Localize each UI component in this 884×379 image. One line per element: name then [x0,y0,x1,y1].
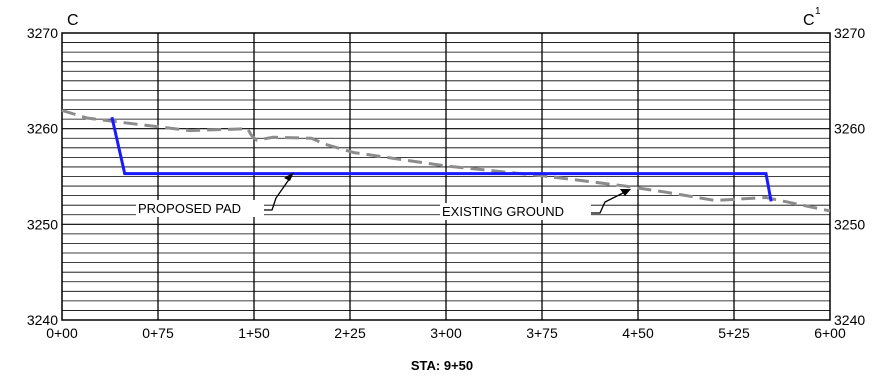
x-tick-label: 0+00 [46,325,78,341]
x-tick-label: 5+25 [718,325,750,341]
grid [61,32,831,321]
proposed-pad-label: PROPOSED PAD [138,201,241,216]
existing-ground-line [61,109,831,213]
y-tick-label-left: 3240 [27,312,58,328]
y-tick-label-left: 3260 [27,121,58,137]
x-tick-label: 3+75 [526,325,558,341]
station-caption: STA: 9+50 [411,358,473,373]
existing-ground-series [61,109,831,213]
proposed-pad-leader [264,172,294,211]
section-label-left: C [67,12,79,29]
existing-ground-leader [590,189,631,214]
proposed-pad-line [110,116,773,202]
x-tick-label: 1+50 [238,325,270,341]
existing-ground-label: EXISTING GROUND [442,204,564,219]
x-tick-label: 0+75 [142,325,174,341]
y-tick-label-left: 3250 [27,216,58,232]
proposed-pad-label-bg [136,200,264,217]
section-label-right: C [803,12,815,29]
existing-ground-label-bg [440,203,591,220]
y-tick-labels-left: 3270 3260 3250 3240 [27,25,58,328]
proposed-pad-series [110,116,773,202]
y-tick-label-right: 3270 [834,25,865,41]
y-tick-labels-right: 3270 3260 3250 3240 [834,25,865,328]
x-tick-label: 4+50 [622,325,654,341]
y-tick-label-right: 3260 [834,121,865,137]
y-tick-label-right: 3240 [834,312,865,328]
x-tick-labels: 0+00 0+75 1+50 2+25 3+00 3+75 4+50 5+25 6+00 [46,325,846,341]
x-tick-label: 6+00 [814,325,846,341]
section-label-right-superscript: 1 [815,6,821,17]
x-tick-label: 2+25 [334,325,366,341]
y-tick-label-left: 3270 [27,25,58,41]
y-tick-label-right: 3250 [834,216,865,232]
x-tick-label: 3+00 [430,325,462,341]
